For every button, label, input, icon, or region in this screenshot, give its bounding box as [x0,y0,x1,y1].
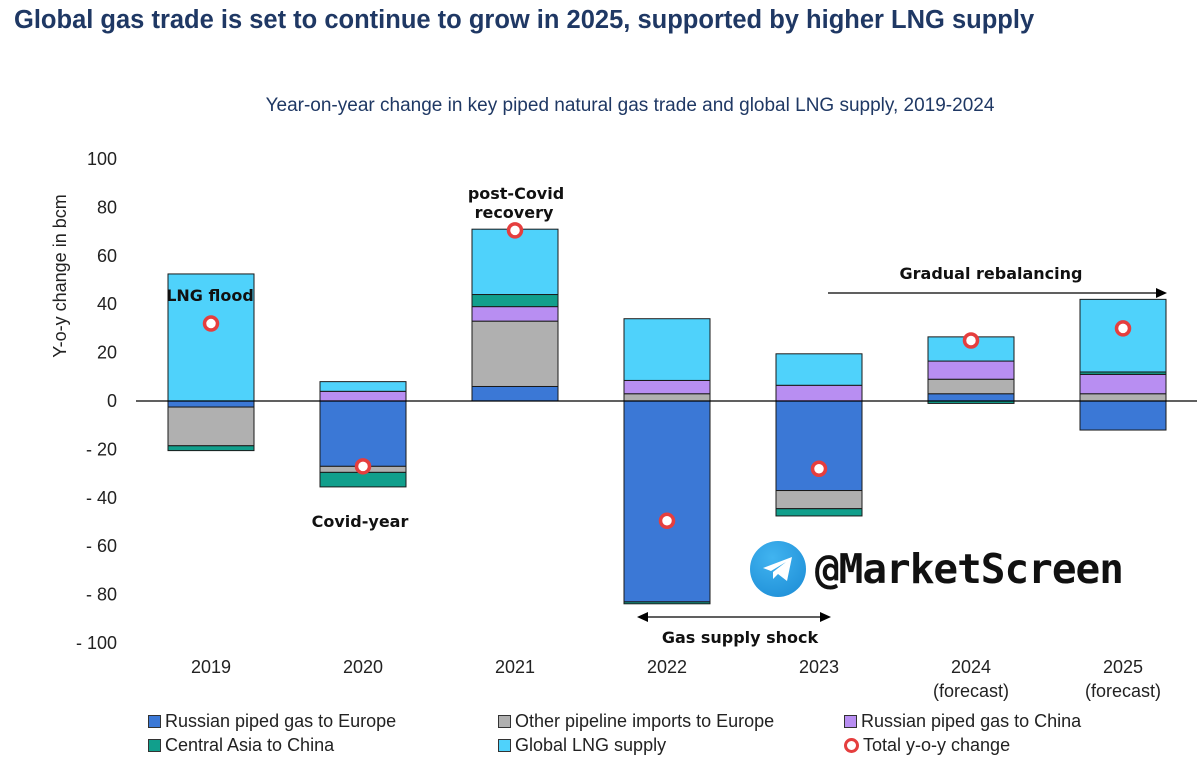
total-marker [962,332,980,349]
supply-shock-arrow [637,612,831,622]
legend-label: Total y-o-y change [863,735,1011,755]
annotation-lng-flood: LNG flood [166,286,254,305]
y-tick-label: - 60 [86,536,117,556]
bar-segment [775,490,863,510]
x-tick-label: 2020 [343,657,383,677]
bar-segment [167,406,255,447]
bar-segment [775,384,863,402]
legend-item-russian-europe: Russian piped gas to Europe [148,711,498,732]
bar-segment [623,318,711,381]
total-marker [506,222,524,239]
bar-segment [319,390,407,402]
legend-label: Other pipeline imports to Europe [515,711,775,731]
bar-segment [927,393,1015,402]
y-tick-label: - 40 [86,488,117,508]
legend-marker [844,738,859,753]
bar-segment [471,294,559,308]
y-tick-label: 40 [97,294,117,314]
legend-swatch [498,739,511,752]
legend-label: Global LNG supply [515,735,667,755]
legend-swatch [844,715,857,728]
y-tick-label: 20 [97,343,117,363]
telegram-icon [750,541,806,597]
bar-segment [623,400,711,603]
bar-segment [319,400,407,467]
annotation-post-covid: post-Covid [468,184,564,203]
x-tick-sublabel: (forecast) [1085,681,1161,701]
y-tick-label: 80 [97,197,117,217]
bar-segment [1079,373,1167,395]
bar-segment [775,353,863,386]
y-tick-label: 100 [87,149,117,169]
annotation-gas-supply-shock: Gas supply shock [662,628,819,647]
watermark-text: @MarketScreen [815,545,1124,593]
total-marker [810,460,828,478]
bar-segment [167,400,255,408]
y-tick-label: - 80 [86,585,117,605]
x-tick-label: 2023 [799,657,839,677]
annotation-covid-year: Covid-year [312,512,409,531]
legend-item-russian-china: Russian piped gas to China [844,711,1144,732]
bar-segment [471,320,559,387]
legend: Russian piped gas to Europe Other pipeli… [148,711,1148,756]
bar-segment [1079,393,1167,402]
x-tick-label: 2025 [1103,657,1143,677]
x-tick-sublabel: (forecast) [933,681,1009,701]
bar-segment [623,601,711,605]
y-axis-label: Y-o-y change in bcm [50,194,70,357]
rebalancing-arrow [828,288,1167,298]
bar-segment [623,379,711,395]
total-marker [202,315,220,332]
bar-segment [927,360,1015,380]
bar-segment [1079,400,1167,431]
legend-swatch [148,715,161,728]
watermark: @MarketScreen [750,541,1124,597]
x-tick-label: 2019 [191,657,231,677]
bar-segment [471,385,559,402]
bar-segment [775,508,863,517]
annotation-recovery: recovery [475,203,554,222]
total-marker [658,512,676,530]
bar-segment [167,445,255,452]
x-tick-label: 2024 [951,657,991,677]
bar-segment [927,378,1015,395]
x-tick-label: 2021 [495,657,535,677]
bar-segment [471,228,559,296]
bar-segment [623,393,711,402]
headline: Global gas trade is set to continue to g… [14,6,1035,34]
legend-item-central-asia: Central Asia to China [148,735,498,756]
legend-swatch [148,739,161,752]
legend-item-total: Total y-o-y change [844,735,1144,756]
bar-segment [775,400,863,492]
total-marker [354,458,372,475]
y-tick-label: - 20 [86,439,117,459]
x-tick-label: 2022 [647,657,687,677]
legend-swatch [498,715,511,728]
chart-title: Year-on-year change in key piped natural… [265,95,995,116]
y-tick-label: 60 [97,246,117,266]
legend-label: Russian piped gas to China [861,711,1082,731]
bar-segment [167,273,255,402]
legend-label: Central Asia to China [165,735,335,755]
legend-label: Russian piped gas to Europe [165,711,397,731]
total-marker [1114,320,1132,337]
bar-segment [319,381,407,392]
legend-item-lng: Global LNG supply [498,735,844,756]
bar-segment [471,306,559,322]
y-tick-label: - 100 [76,633,117,653]
y-tick-label: 0 [107,391,117,411]
legend-item-other-pipeline: Other pipeline imports to Europe [498,711,844,732]
annotation-gradual-rebalancing: Gradual rebalancing [900,264,1083,283]
